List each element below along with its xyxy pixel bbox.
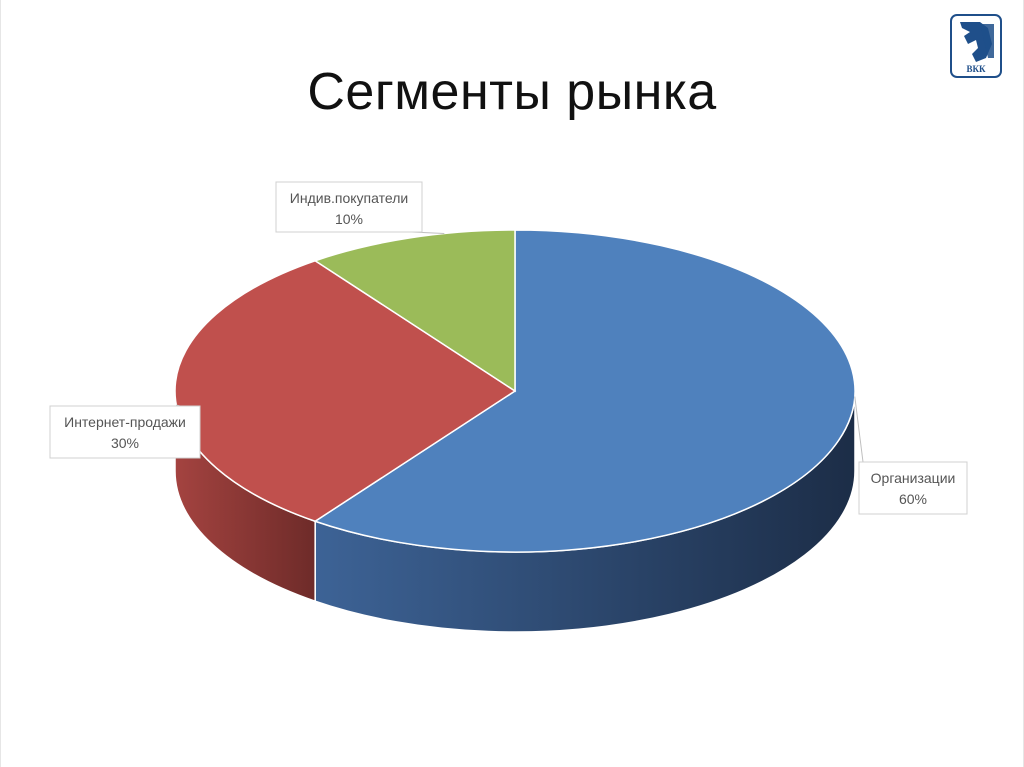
pie-slice-интернет-продажи <box>174 259 517 523</box>
data-label-category-организации: Организации <box>871 470 956 486</box>
data-label-category-интернет-продажи: Интернет-продажи <box>64 414 186 430</box>
company-logo: ВКК <box>950 14 1002 78</box>
data-label-box-организации <box>858 461 968 515</box>
data-label-организации: Организации 60% <box>858 461 968 515</box>
data-label-интернет-продажи: Интернет-продажи 30% <box>49 405 201 459</box>
data-label-category-индив-покупатели: Индив.покупатели <box>290 190 408 206</box>
data-label-value-организации: 60% <box>899 491 927 507</box>
leader-line-организации <box>854 396 864 463</box>
pie-slice-индив-покупатели <box>313 229 516 393</box>
data-label-индив-покупатели: Индив.покупатели 10% <box>275 181 423 233</box>
pie-tops <box>174 229 856 553</box>
data-label-box-индив-покупатели <box>275 181 423 233</box>
logo-text: ВКК <box>966 64 986 74</box>
pie-labels: Организации 60% Интернет-продажи 30% Индив.п… <box>49 181 968 515</box>
data-label-value-интернет-продажи: 30% <box>111 435 139 451</box>
data-label-box-интернет-продажи <box>49 405 201 459</box>
pie-slice-организации <box>313 229 856 553</box>
slide-title: Сегменты рынка <box>307 63 717 121</box>
data-label-value-индив-покупатели: 10% <box>335 211 363 227</box>
